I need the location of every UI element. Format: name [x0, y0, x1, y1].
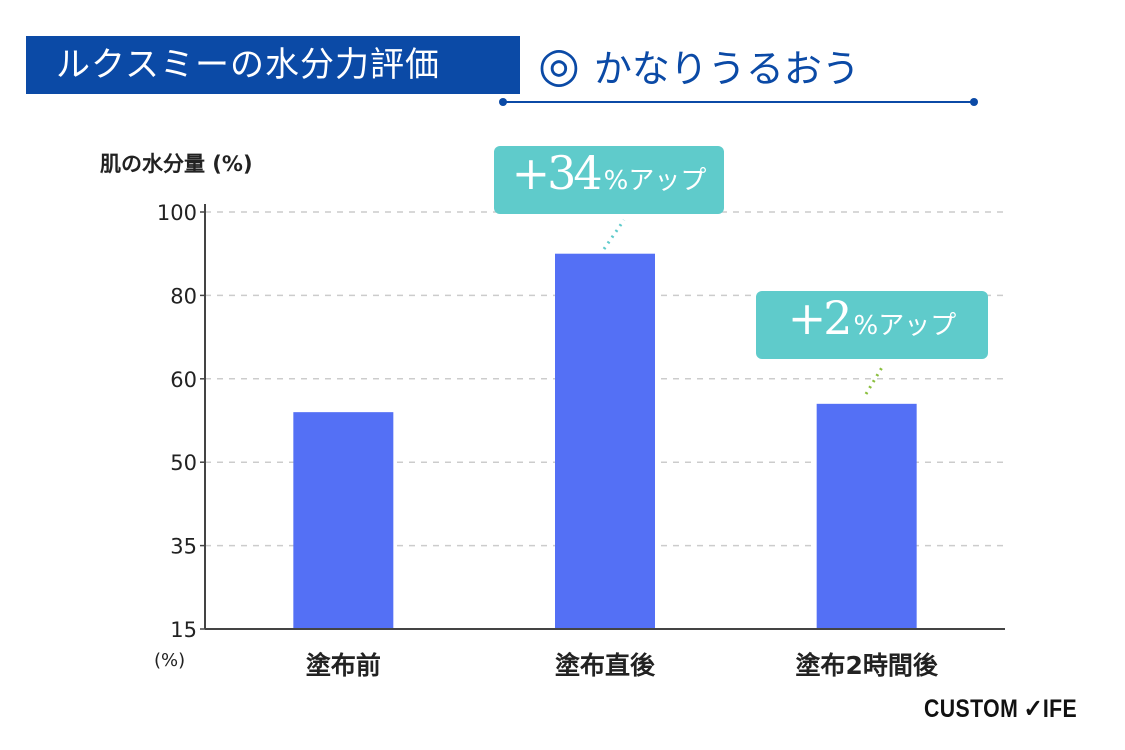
custom-life-logo: CUSTOM ✓IFE	[924, 695, 1078, 723]
bar	[555, 253, 655, 629]
annotation-value: +2	[787, 291, 853, 345]
annotation-callout: +2 %アップ	[756, 291, 988, 359]
y-tick-label: 35	[170, 535, 197, 559]
divider-dot	[499, 98, 507, 106]
x-tick-label: 塗布直後	[555, 651, 656, 680]
double-circle-icon: ◎	[538, 37, 580, 93]
y-tick-label: 100	[157, 201, 197, 225]
rating: ◎ かなりうるおう	[538, 36, 860, 94]
annotation-suffix: %アップ	[603, 166, 707, 196]
annotation-connector	[602, 219, 626, 250]
annotation-callout: +34 %アップ	[494, 146, 724, 214]
x-tick-label: 塗布2時間後	[795, 651, 938, 680]
y-tick-label: 60	[170, 368, 197, 392]
annotation-suffix: %アップ	[853, 311, 957, 341]
x-tick-label: 塗布前	[306, 651, 381, 680]
bar	[293, 412, 394, 629]
bar	[816, 403, 917, 629]
underline-divider	[503, 101, 975, 103]
y-unit-label: (%)	[154, 650, 186, 671]
y-tick-label: 80	[170, 284, 197, 308]
annotation-connector	[864, 363, 886, 395]
rating-text: かなりうるおう	[593, 46, 860, 91]
divider-dot	[970, 98, 978, 106]
y-axis-label: 肌の水分量 (%)	[100, 152, 253, 176]
chart-title-banner: ルクスミーの水分力評価	[26, 36, 520, 94]
y-tick-label: 15	[170, 618, 197, 642]
annotation-value: +34	[511, 146, 603, 200]
y-tick-label: 50	[170, 451, 197, 475]
